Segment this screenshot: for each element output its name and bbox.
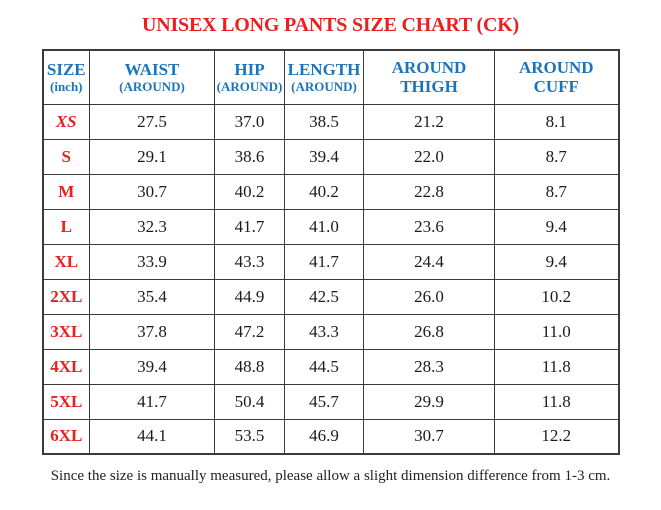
size-label: XS: [42, 103, 90, 140]
measurement-value: 53.5: [214, 418, 285, 455]
table-row: 6XL 44.1 53.5 46.9 30.7 12.2: [42, 418, 619, 455]
size-label: M: [42, 173, 90, 210]
measurement-value: 38.6: [214, 138, 285, 175]
page-title: UNISEX LONG PANTS SIZE CHART (CK): [141, 14, 520, 36]
measurement-value: 43.3: [284, 313, 364, 350]
col-header-size-title: SIZE: [46, 60, 86, 79]
measurement-value: 9.4: [494, 243, 619, 280]
measurement-value: 9.4: [494, 208, 619, 245]
size-label: 4XL: [42, 348, 90, 385]
measurement-value: 41.0: [284, 208, 364, 245]
measurement-value: 8.7: [494, 173, 619, 210]
measurement-value: 35.4: [89, 278, 215, 315]
table-row: 5XL 41.7 50.4 45.7 29.9 11.8: [42, 383, 619, 420]
measurement-value: 40.2: [284, 173, 364, 210]
size-label: 5XL: [42, 383, 90, 420]
col-header-length: LENGTH (AROUND): [284, 49, 364, 105]
col-header-cuff-line2: CUFF: [533, 77, 579, 97]
table-row: S 29.1 38.6 39.4 22.0 8.7: [42, 138, 619, 175]
measurement-value: 48.8: [214, 348, 285, 385]
measurement-value: 22.0: [363, 138, 495, 175]
measurement-value: 12.2: [494, 418, 619, 455]
size-label: S: [42, 138, 90, 175]
measurement-value: 26.8: [363, 313, 495, 350]
col-header-length-sub: (AROUND): [291, 78, 357, 94]
measurement-value: 44.5: [284, 348, 364, 385]
col-header-waist-sub: (AROUND): [119, 78, 185, 94]
measurement-value: 26.0: [363, 278, 495, 315]
table-row: XL 33.9 43.3 41.7 24.4 9.4: [42, 243, 619, 280]
measurement-value: 46.9: [284, 418, 364, 455]
size-chart-table: SIZE (inch) WAIST (AROUND) HIP (AROUND) …: [41, 49, 620, 455]
measurement-value: 37.0: [214, 103, 285, 140]
header-row: SIZE (inch) WAIST (AROUND) HIP (AROUND) …: [42, 49, 619, 105]
measurement-value: 11.8: [494, 348, 619, 385]
col-header-waist: WAIST (AROUND): [89, 49, 215, 105]
size-label: 2XL: [42, 278, 90, 315]
col-header-around-cuff: AROUND CUFF: [494, 49, 619, 105]
measurement-value: 39.4: [284, 138, 364, 175]
measurement-value: 40.2: [214, 173, 285, 210]
measurement-value: 41.7: [214, 208, 285, 245]
measurement-value: 29.1: [89, 138, 215, 175]
footer-note: Since the size is manually measured, ple…: [50, 468, 611, 484]
col-header-thigh-line2: THIGH: [400, 77, 458, 97]
size-label: 3XL: [42, 313, 90, 350]
measurement-value: 50.4: [214, 383, 285, 420]
col-header-waist-title: WAIST: [124, 60, 180, 79]
col-header-hip: HIP (AROUND): [214, 49, 285, 105]
table-row: XS 27.5 37.0 38.5 21.2 8.1: [42, 103, 619, 140]
measurement-value: 41.7: [284, 243, 364, 280]
measurement-value: 39.4: [89, 348, 215, 385]
measurement-value: 30.7: [363, 418, 495, 455]
table-row: 2XL 35.4 44.9 42.5 26.0 10.2: [42, 278, 619, 315]
size-label: 6XL: [42, 418, 90, 455]
measurement-value: 43.3: [214, 243, 285, 280]
table-row: L 32.3 41.7 41.0 23.6 9.4: [42, 208, 619, 245]
size-label: L: [42, 208, 90, 245]
measurement-value: 11.8: [494, 383, 619, 420]
measurement-value: 24.4: [363, 243, 495, 280]
measurement-value: 32.3: [89, 208, 215, 245]
measurement-value: 10.2: [494, 278, 619, 315]
col-header-length-title: LENGTH: [287, 60, 361, 79]
size-label: XL: [42, 243, 90, 280]
measurement-value: 8.1: [494, 103, 619, 140]
table-row: 3XL 37.8 47.2 43.3 26.8 11.0: [42, 313, 619, 350]
col-header-hip-sub: (AROUND): [216, 78, 283, 94]
col-header-size: SIZE (inch): [42, 49, 90, 105]
measurement-value: 44.9: [214, 278, 285, 315]
col-header-thigh-line1: AROUND: [391, 57, 467, 77]
table-row: M 30.7 40.2 40.2 22.8 8.7: [42, 173, 619, 210]
measurement-value: 8.7: [494, 138, 619, 175]
col-header-around-thigh: AROUND THIGH: [363, 49, 495, 105]
measurement-value: 37.8: [89, 313, 215, 350]
measurement-value: 44.1: [89, 418, 215, 455]
measurement-value: 30.7: [89, 173, 215, 210]
col-header-size-unit: (inch): [50, 78, 83, 94]
measurement-value: 27.5: [89, 103, 215, 140]
measurement-value: 23.6: [363, 208, 495, 245]
measurement-value: 45.7: [284, 383, 364, 420]
measurement-value: 41.7: [89, 383, 215, 420]
measurement-value: 42.5: [284, 278, 364, 315]
table-row: 4XL 39.4 48.8 44.5 28.3 11.8: [42, 348, 619, 385]
measurement-value: 47.2: [214, 313, 285, 350]
measurement-value: 11.0: [494, 313, 619, 350]
col-header-cuff-line1: AROUND: [518, 57, 594, 77]
measurement-value: 33.9: [89, 243, 215, 280]
measurement-value: 38.5: [284, 103, 364, 140]
measurement-value: 21.2: [363, 103, 495, 140]
table-body: XS 27.5 37.0 38.5 21.2 8.1 S 29.1 38.6 39.4 22.0 8.…: [42, 103, 619, 455]
col-header-hip-title: HIP: [234, 60, 265, 79]
measurement-value: 22.8: [363, 173, 495, 210]
measurement-value: 28.3: [363, 348, 495, 385]
measurement-value: 29.9: [363, 383, 495, 420]
